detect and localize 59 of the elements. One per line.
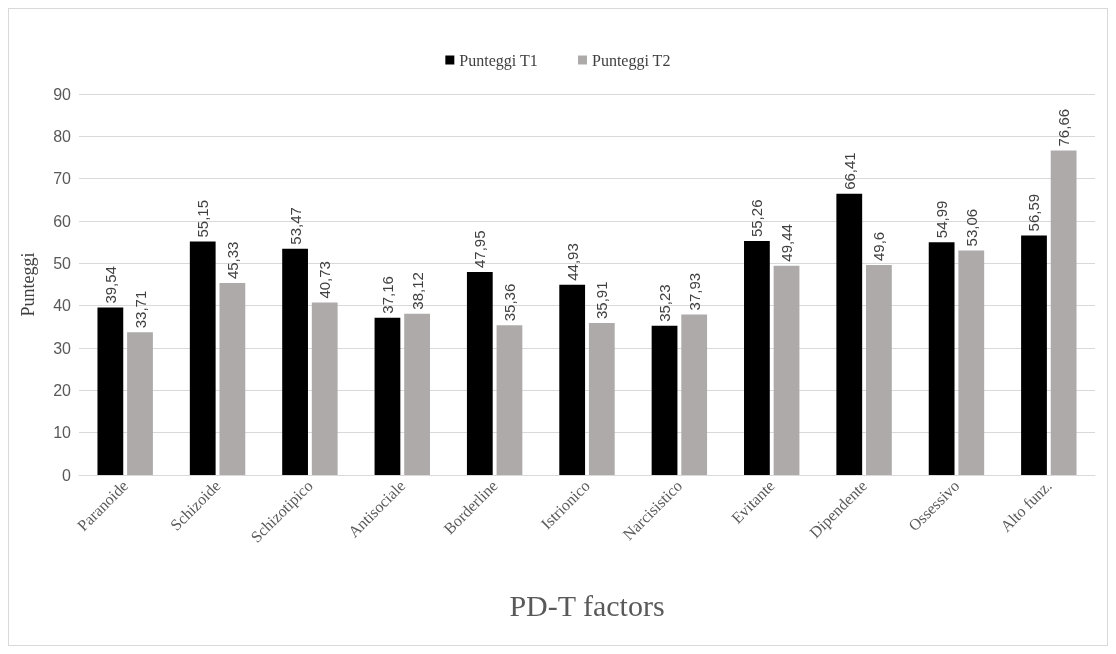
y-tick-label: 30 <box>53 339 72 357</box>
data-label: 44,93 <box>563 243 581 281</box>
data-label: 56,59 <box>1025 193 1043 232</box>
x-axis-title: PD-T factors <box>509 588 665 622</box>
bar <box>97 307 124 475</box>
data-label: 35,23 <box>656 284 674 322</box>
data-label: 47,95 <box>471 230 489 269</box>
data-label: 49,44 <box>778 224 796 262</box>
y-tick-label: 10 <box>53 424 72 442</box>
bar <box>1021 235 1047 475</box>
data-label: 54,99 <box>933 200 951 239</box>
data-label: 55,26 <box>748 199 766 238</box>
y-tick-label: 70 <box>53 170 72 188</box>
bar <box>311 302 338 475</box>
data-label: 53,06 <box>962 208 980 247</box>
y-axis-title: Punteggi <box>18 252 38 317</box>
bar <box>744 241 770 475</box>
data-label: 39,54 <box>101 266 119 304</box>
bar <box>651 325 678 475</box>
data-label: 35,36 <box>500 283 518 322</box>
bar <box>866 265 892 475</box>
bar <box>588 322 615 475</box>
y-tick-label: 80 <box>53 127 72 145</box>
data-label: 33,71 <box>131 290 149 329</box>
y-tick-label: 20 <box>53 381 72 399</box>
bar <box>681 314 708 475</box>
bar <box>773 265 800 475</box>
bar <box>219 283 246 475</box>
data-label: 76,66 <box>1055 108 1073 147</box>
bar <box>496 325 523 475</box>
bar <box>404 313 430 475</box>
bar <box>374 317 401 475</box>
bar <box>958 250 985 475</box>
y-tick-label: 60 <box>53 212 72 230</box>
y-tick-label: 90 <box>53 85 72 103</box>
bar <box>127 332 153 475</box>
bar <box>189 241 216 475</box>
y-tick-label: 40 <box>53 297 72 315</box>
bar <box>466 272 493 475</box>
legend-label: Punteggi T2 <box>592 51 671 70</box>
data-label: 37,16 <box>378 276 396 314</box>
data-label: 37,93 <box>685 272 703 311</box>
data-label: 66,41 <box>840 152 858 190</box>
data-label: 53,47 <box>286 207 304 245</box>
data-label: 40,73 <box>316 261 334 299</box>
bar <box>836 193 863 475</box>
bar <box>559 284 586 475</box>
data-label: 45,33 <box>223 241 241 280</box>
bar <box>1050 150 1077 475</box>
data-label: 35,91 <box>593 281 611 319</box>
bar <box>928 242 955 475</box>
data-label: 38,12 <box>408 272 426 310</box>
y-tick-label: 0 <box>62 466 72 484</box>
data-label: 55,15 <box>194 199 212 238</box>
y-tick-label: 50 <box>53 254 72 272</box>
legend-label: Punteggi T1 <box>459 51 538 70</box>
x-tick-label: Alto funz. <box>996 476 1055 535</box>
data-label: 49,6 <box>870 231 888 262</box>
bar <box>282 248 308 475</box>
